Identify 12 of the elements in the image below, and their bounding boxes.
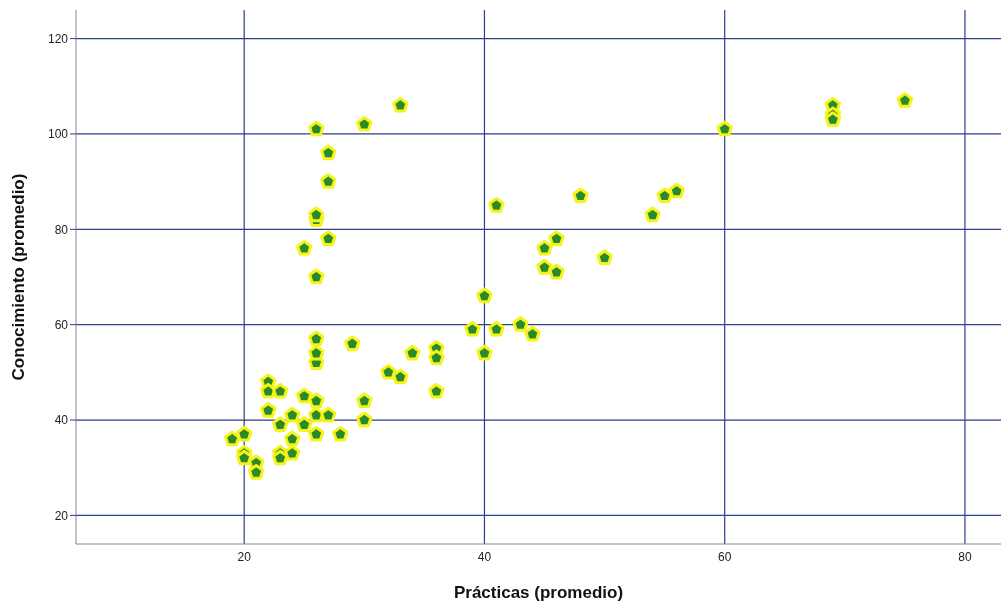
y-tick-label: 100: [47, 127, 69, 142]
y-tick-label: 40: [54, 413, 69, 428]
y-axis-title: Conocimiento (promedio): [9, 173, 29, 381]
x-tick-label: 40: [477, 549, 492, 564]
x-axis-title: Prácticas (promedio): [453, 583, 624, 602]
x-tick-label: 20: [237, 549, 252, 564]
y-tick-label: 80: [54, 222, 69, 237]
y-tick-label: 20: [54, 508, 69, 523]
y-tick-label: 120: [47, 31, 69, 46]
x-tick-label: 80: [958, 549, 972, 564]
x-tick-label: 60: [718, 549, 732, 564]
y-tick-label: 60: [54, 317, 69, 332]
